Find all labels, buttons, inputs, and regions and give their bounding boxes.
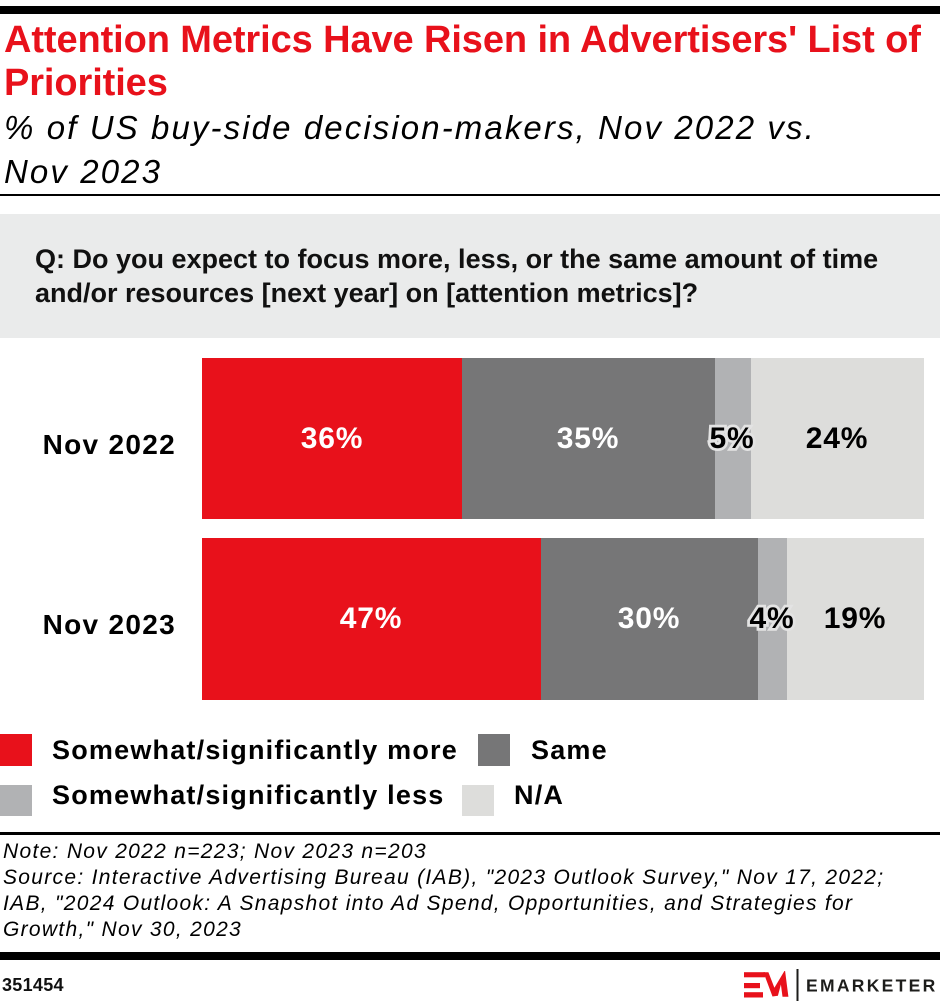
svg-text:EMARKETER: EMARKETER [806,976,938,996]
